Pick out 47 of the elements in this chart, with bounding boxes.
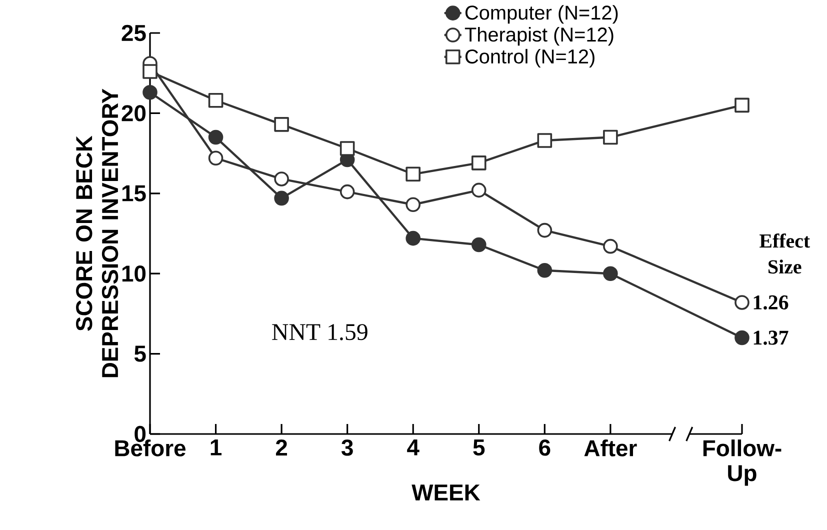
x-axis-title: WEEK [412, 484, 480, 500]
y-axis-title: SCORE ON BECK DEPRESSION INVENTORY [76, 88, 118, 378]
point [274, 172, 289, 186]
point [603, 238, 618, 254]
point [734, 98, 750, 113]
x-tick-label: 2 [276, 440, 288, 456]
point [471, 182, 486, 198]
point [208, 130, 224, 145]
annotation: 1.26 [754, 295, 788, 310]
y-tick-label: 10 [122, 265, 146, 282]
text: Effect Size [760, 233, 810, 274]
y-tick-label: 15 [122, 185, 146, 202]
point [142, 84, 158, 100]
point [406, 230, 421, 246]
x-tick-label: 6 [539, 440, 550, 456]
point [406, 197, 421, 212]
point [471, 237, 486, 252]
point [603, 130, 618, 145]
annotation: NNT 1.59 [272, 324, 368, 340]
point [340, 141, 355, 156]
legend-label: Control (N=12) [465, 48, 594, 68]
point [734, 295, 750, 310]
y-tick-label: 5 [134, 346, 146, 362]
x-tick-label: 4 [407, 440, 420, 456]
point [471, 156, 486, 170]
point [208, 150, 224, 166]
legend-label: Therapist (N=12) [464, 27, 614, 46]
legend-label: Computer (N=12) [465, 5, 618, 24]
point [537, 262, 552, 278]
x-tick-label: 5 [473, 440, 485, 456]
y-tick-label: 25 [122, 24, 146, 42]
point [274, 190, 289, 206]
y-tick-label: 20 [122, 105, 146, 122]
point [340, 184, 355, 200]
x-tick-label: 1 [210, 440, 222, 456]
x-tick-label: After [584, 440, 637, 456]
annotation: 1.37 [754, 330, 788, 345]
point [274, 117, 289, 132]
point [142, 64, 158, 79]
point [537, 133, 552, 148]
point [406, 166, 421, 182]
point [734, 330, 750, 346]
point [537, 222, 552, 238]
point [208, 92, 224, 108]
x-tick-label: 3 [341, 440, 353, 456]
point [603, 266, 618, 281]
x-tick-label: Follow-Up [703, 440, 782, 486]
